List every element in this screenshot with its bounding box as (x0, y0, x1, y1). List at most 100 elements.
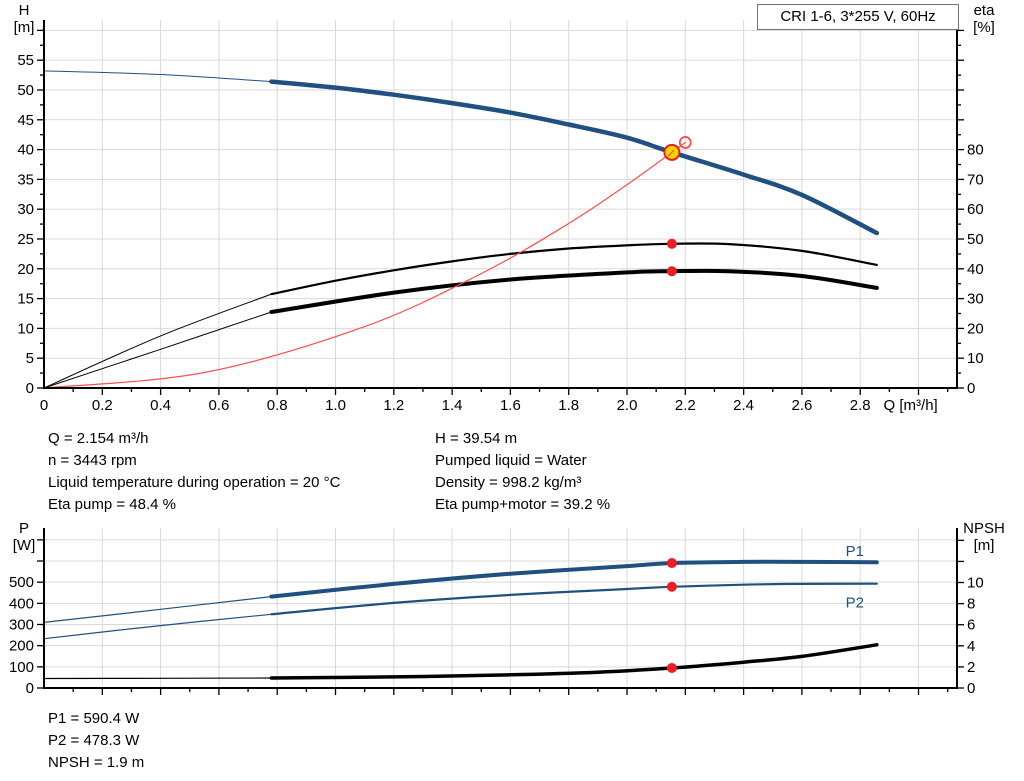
system-curve (43, 141, 686, 389)
power-npsh-chart: P1 P2 0 100 200 300 400 500 P[W] 0 2 4 6 8 10 NPSH[m] (9, 520, 1005, 697)
annotation-temperature: Liquid temperature during operation = 20… (48, 474, 341, 491)
qh-eta-chart: 0 0.2 0.4 0.6 0.8 1.0 1.2 1.4 1.6 1.8 2.0 2.2 2.4 2.6… (14, 2, 996, 414)
annotation-liquid: Pumped liquid = Water (435, 452, 587, 469)
qh-eta-chart-left-axis-title: [m] (14, 19, 35, 36)
svg-text:80: 80 (967, 142, 984, 159)
svg-text:20: 20 (17, 261, 34, 278)
svg-text:5: 5 (26, 350, 34, 367)
pump-head-curve-main (269, 79, 880, 236)
svg-text:6: 6 (967, 617, 975, 634)
qh-eta-chart-tick-labels: 0 0.2 0.4 0.6 0.8 1.0 1.2 1.4 1.6 1.8 2.0 2.2 2.4 2.6… (14, 2, 996, 414)
svg-text:4: 4 (967, 638, 975, 655)
svg-text:0.6: 0.6 (208, 397, 229, 414)
svg-text:0.8: 0.8 (267, 397, 288, 414)
power-annotations: P1 = 590.4 W P2 = 478.3 W NPSH = 1.9 m (48, 708, 144, 774)
duty-point-inner-line (667, 149, 675, 157)
svg-text:30: 30 (17, 201, 34, 218)
svg-text:2.2: 2.2 (675, 397, 696, 414)
qh-eta-chart-left-axis-title: H (19, 2, 30, 19)
svg-text:0: 0 (967, 680, 975, 697)
svg-text:40: 40 (17, 142, 34, 159)
eta-pump-curve-thin (43, 293, 272, 389)
power-npsh-chart-markers (666, 558, 677, 673)
qh-eta-chart-right-axis-title: [%] (973, 19, 995, 36)
p1-duty-dot (666, 558, 677, 569)
eta-pump-motor-duty-dot (666, 266, 677, 277)
svg-text:2.6: 2.6 (791, 397, 812, 414)
duty-annotations-left: Q = 2.154 m³/h n = 3443 rpm Liquid tempe… (48, 428, 340, 516)
qh-eta-chart-right-axis-title: eta (974, 2, 996, 19)
svg-text:2.0: 2.0 (617, 397, 638, 414)
annotation-eta-pump-motor: Eta pump+motor = 39.2 % (435, 496, 611, 513)
svg-text:2.8: 2.8 (850, 397, 871, 414)
svg-text:500: 500 (9, 574, 34, 591)
power-npsh-chart-ticks (37, 539, 964, 695)
annotation-speed: n = 3443 rpm (48, 452, 137, 469)
svg-text:1.2: 1.2 (383, 397, 404, 414)
svg-text:400: 400 (9, 595, 34, 612)
power-npsh-chart-grid (44, 528, 957, 688)
power-npsh-chart-right-axis-title: [m] (974, 537, 995, 554)
qh-eta-chart-grid (44, 20, 957, 388)
p2-curve-label: P2 (846, 594, 864, 611)
q-axis-title: Q [m³/h] (884, 397, 938, 414)
svg-text:100: 100 (9, 659, 34, 676)
qh-eta-chart-axes (43, 20, 958, 389)
annotation-p1: P1 = 590.4 W (48, 710, 140, 727)
pump-title-box: CRI 1-6, 3*255 V, 60Hz (757, 4, 959, 30)
svg-text:0.4: 0.4 (150, 397, 171, 414)
annotation-npsh: NPSH = 1.9 m (48, 754, 145, 771)
system-curve-main (43, 141, 686, 389)
svg-text:1.0: 1.0 (325, 397, 346, 414)
svg-text:10: 10 (17, 320, 34, 337)
svg-text:2.4: 2.4 (733, 397, 754, 414)
svg-text:20: 20 (967, 320, 984, 337)
qh-eta-chart-ticks (37, 29, 964, 395)
eta-pump-curve (43, 242, 878, 389)
svg-text:50: 50 (17, 82, 34, 99)
pump-head-curve-thin (43, 70, 272, 83)
annotation-p2: P2 = 478.3 W (48, 732, 140, 749)
annotation-head: H = 39.54 m (435, 430, 518, 447)
svg-text:8: 8 (967, 596, 975, 613)
p1-curve: P1 (43, 543, 879, 623)
p1-curve-thin (43, 596, 272, 623)
eta-pump-motor-curve-main (269, 268, 879, 314)
eta-pump-motor-curve (43, 268, 879, 389)
npsh-curve-main (269, 643, 879, 680)
svg-text:15: 15 (17, 291, 34, 308)
p2-curve-main (270, 582, 878, 616)
eta-pump-motor-curve-thin (43, 311, 272, 389)
annotation-eta-pump: Eta pump = 48.4 % (48, 496, 176, 513)
svg-text:30: 30 (967, 291, 984, 308)
svg-text:1.6: 1.6 (500, 397, 521, 414)
pump-head-curve (43, 70, 880, 236)
svg-text:300: 300 (9, 617, 34, 634)
p1-curve-main (269, 559, 879, 599)
svg-text:1.8: 1.8 (558, 397, 579, 414)
svg-text:10: 10 (967, 350, 984, 367)
svg-text:0.2: 0.2 (92, 397, 113, 414)
pump-title: CRI 1-6, 3*255 V, 60Hz (780, 8, 936, 25)
annotation-flow: Q = 2.154 m³/h (48, 430, 149, 447)
requested-duty-point (678, 136, 692, 149)
svg-text:2: 2 (967, 659, 975, 676)
npsh-curve-thin (43, 677, 272, 680)
svg-text:1.4: 1.4 (442, 397, 463, 414)
p2-curve-thin (43, 613, 272, 640)
duty-annotations-right: H = 39.54 m Pumped liquid = Water Densit… (435, 428, 610, 516)
eta-pump-duty-dot (666, 238, 677, 249)
svg-text:10: 10 (967, 575, 984, 592)
npsh-curve (43, 643, 879, 680)
power-npsh-chart-axes (43, 528, 958, 689)
svg-text:60: 60 (967, 201, 984, 218)
annotation-density: Density = 998.2 kg/m³ (435, 474, 582, 491)
npsh-duty-dot (666, 662, 677, 673)
p2-curve: P2 (43, 582, 878, 640)
svg-text:70: 70 (967, 171, 984, 188)
qh-eta-chart-markers (663, 136, 692, 277)
p2-duty-dot (666, 581, 677, 592)
power-npsh-chart-tick-labels: 0 100 200 300 400 500 P[W] 0 2 4 6 8 10 NPSH[m] (9, 520, 1005, 697)
power-npsh-chart-right-axis-title: NPSH (963, 520, 1005, 537)
